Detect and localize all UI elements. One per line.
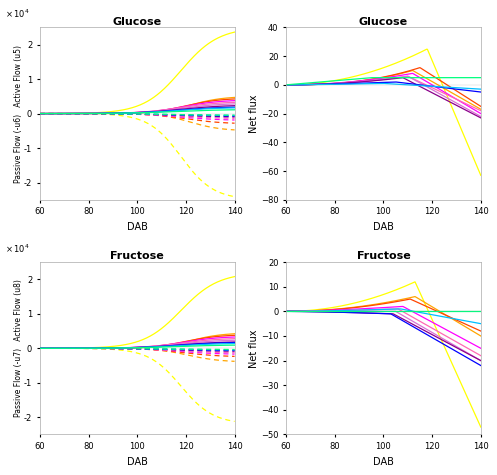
X-axis label: DAB: DAB — [127, 222, 148, 232]
Title: Glucose: Glucose — [113, 17, 162, 27]
Y-axis label: Passive Flow (-u7)   Active Flow (u8): Passive Flow (-u7) Active Flow (u8) — [13, 279, 22, 417]
Title: Fructose: Fructose — [356, 251, 411, 261]
Text: $\times\,10^4$: $\times\,10^4$ — [5, 8, 29, 20]
Y-axis label: Passive Flow (-u6)   Active Flow (u5): Passive Flow (-u6) Active Flow (u5) — [13, 45, 22, 182]
Title: Fructose: Fructose — [110, 251, 164, 261]
Title: Glucose: Glucose — [359, 17, 408, 27]
Y-axis label: Net flux: Net flux — [249, 95, 259, 133]
Y-axis label: Net flux: Net flux — [249, 329, 259, 368]
X-axis label: DAB: DAB — [127, 456, 148, 466]
X-axis label: DAB: DAB — [373, 222, 394, 232]
X-axis label: DAB: DAB — [373, 456, 394, 466]
Text: $\times\,10^4$: $\times\,10^4$ — [5, 243, 29, 255]
